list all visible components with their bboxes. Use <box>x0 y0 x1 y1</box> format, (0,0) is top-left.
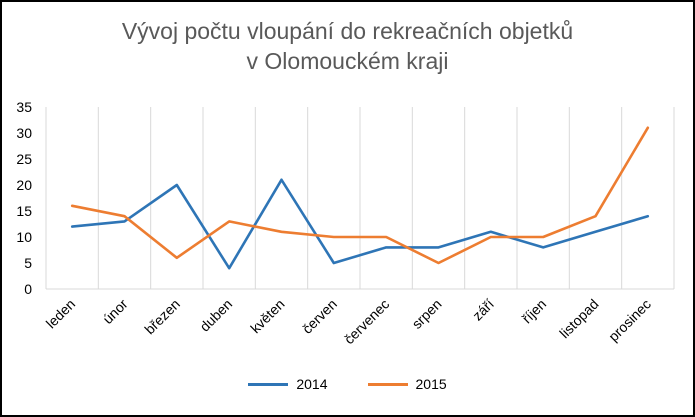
legend: 2014 2015 <box>2 376 693 392</box>
x-tick-label: listopad <box>556 296 601 341</box>
x-tick-label: prosinec <box>605 296 654 345</box>
y-tick-label: 20 <box>16 177 32 193</box>
legend-swatch-2014 <box>248 382 289 386</box>
chart-title-line-1: Vývoj počtu vloupání do rekreačních obje… <box>121 18 574 44</box>
x-tick-label: říjen <box>519 296 550 327</box>
legend-label-2015: 2015 <box>415 376 447 392</box>
y-tick-label: 0 <box>24 281 32 297</box>
x-tick-label: březen <box>141 296 183 338</box>
chart-title: Vývoj počtu vloupání do rekreačních obje… <box>2 16 693 76</box>
y-tick-label: 25 <box>16 151 32 167</box>
series-lines <box>70 126 650 270</box>
legend-swatch-2015 <box>367 382 408 386</box>
series-line-2015 <box>70 126 650 265</box>
y-tick-label: 5 <box>24 255 32 271</box>
series-line-2014 <box>70 178 650 270</box>
x-tick-label: srpen <box>409 296 445 332</box>
y-tick-label: 10 <box>16 229 32 245</box>
x-tick-label: červen <box>299 296 340 337</box>
legend-item-2014: 2014 <box>248 376 328 392</box>
x-tick-label: leden <box>43 296 79 332</box>
grid-lines <box>45 107 675 289</box>
x-tick-label: únor <box>99 296 130 327</box>
x-tick-label: květen <box>247 296 287 336</box>
chart-title-line-2: v Olomouckém kraji <box>246 48 449 74</box>
legend-item-2015: 2015 <box>367 376 447 392</box>
legend-label-2014: 2014 <box>296 376 328 392</box>
y-tick-label: 30 <box>16 125 32 141</box>
y-tick-label: 35 <box>16 99 32 115</box>
y-axis-ticks: 0 5 10 15 20 25 30 35 <box>16 99 32 297</box>
y-tick-label: 15 <box>16 203 32 219</box>
x-tick-label: červenec <box>341 296 392 347</box>
x-tick-label: září <box>469 296 497 324</box>
x-tick-label: duben <box>196 296 235 335</box>
x-axis-ticks: leden únor březen duben květen červen červenec… <box>43 296 654 348</box>
